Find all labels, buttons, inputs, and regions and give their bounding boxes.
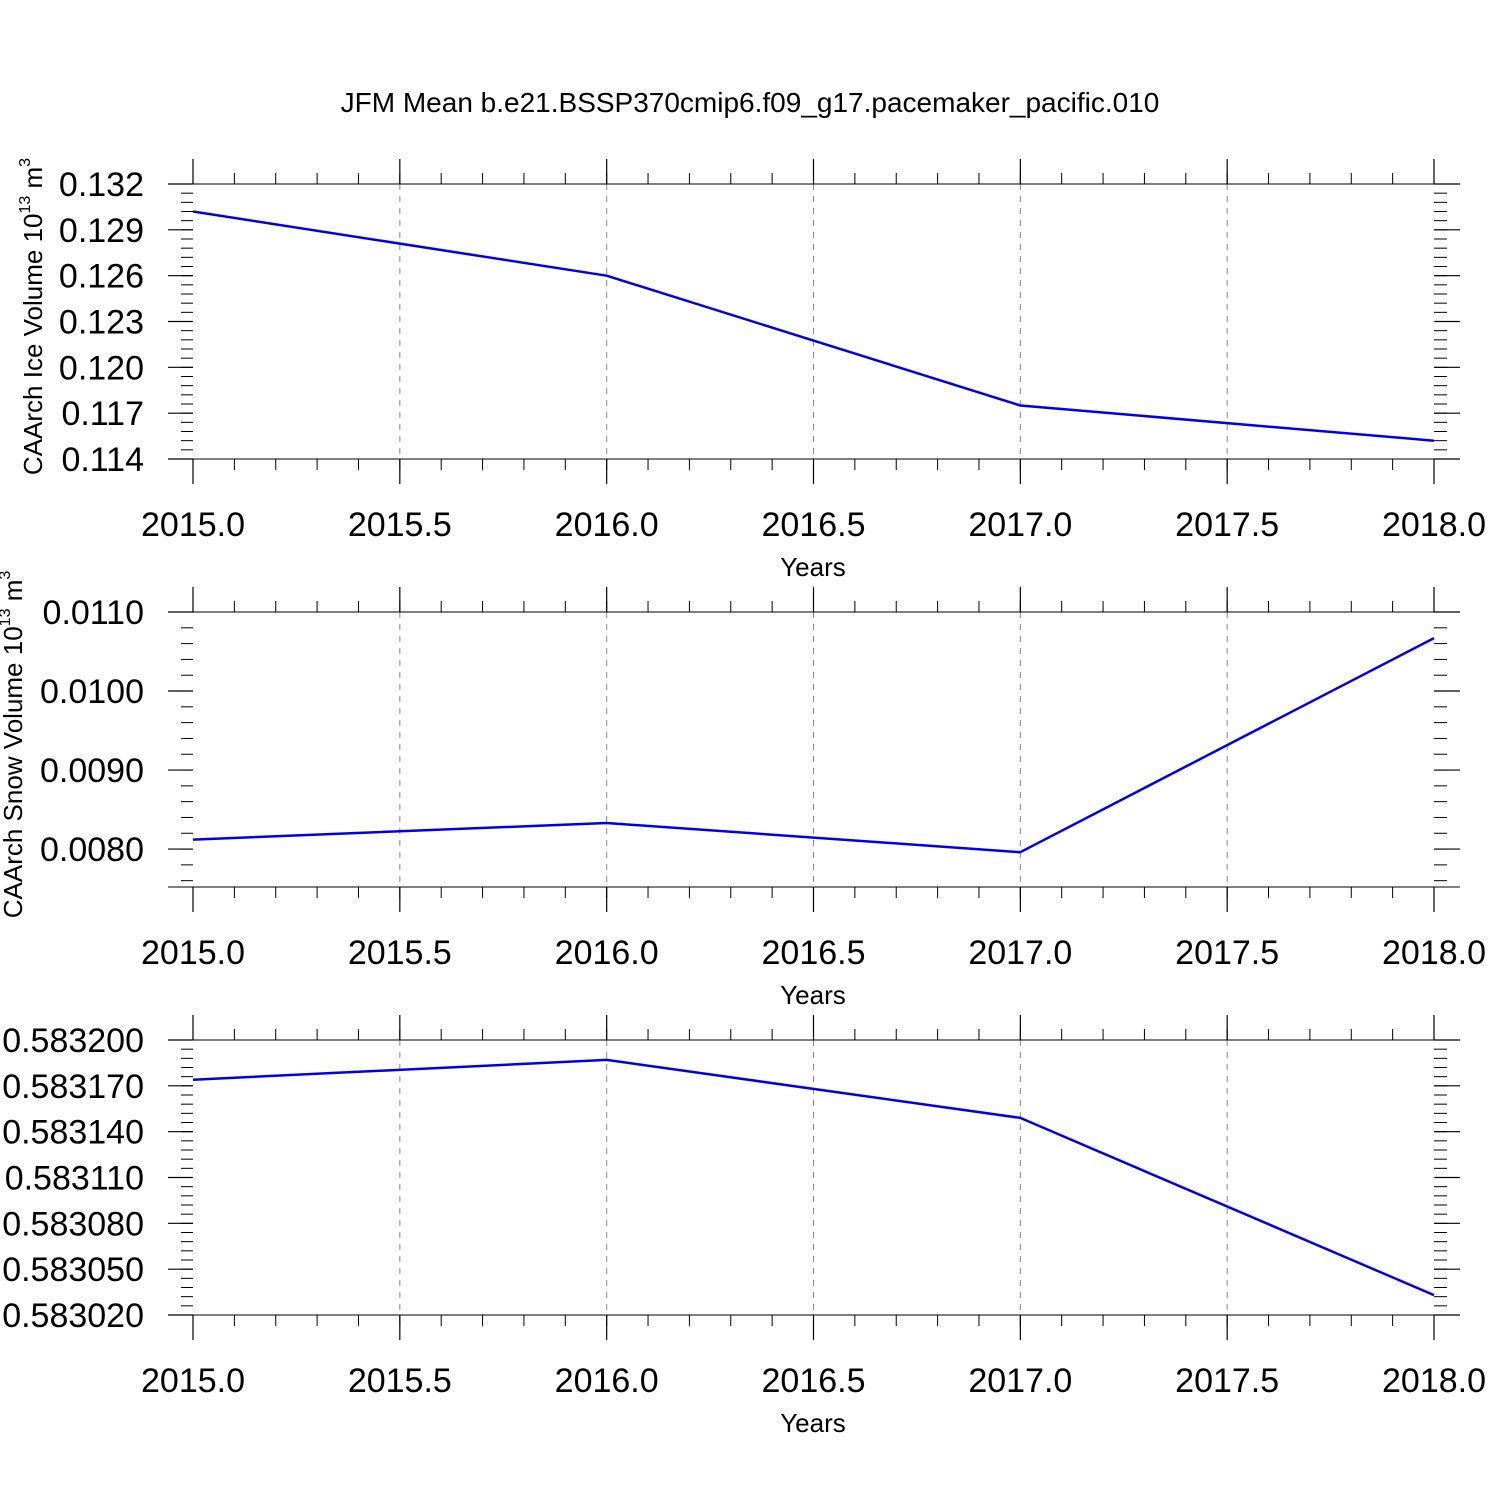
y-tick-label: 0.114 [61, 441, 144, 479]
series-line [192, 210, 1435, 442]
y-tick-label: 0.583080 [2, 1205, 144, 1243]
y-tick-label: 0.583140 [2, 1114, 144, 1152]
x-tick-label: 2016.0 [555, 1362, 659, 1400]
x-tick-label: 2017.0 [968, 506, 1072, 544]
y-axis-label: CAArch Snow Volume 1013 m3 [0, 571, 28, 919]
series-line [192, 1058, 1435, 1297]
x-tick-label: 2016.5 [762, 934, 866, 972]
y-tick-label: 0.583170 [2, 1068, 144, 1106]
x-tick-label: 2017.5 [1175, 506, 1279, 544]
y-tick-label: 0.126 [59, 258, 144, 296]
series-line [192, 636, 1435, 854]
x-tick-label: 2017.0 [968, 1362, 1072, 1400]
x-tick-label: 2017.5 [1175, 934, 1279, 972]
y-tick-label: 0.123 [59, 304, 144, 342]
panel-3: 2015.0 2015.5 2016.0 2016.5 2017.0 2017.5 2018… [2, 1015, 1486, 1438]
y-tick-label: 0.132 [59, 166, 144, 204]
x-tick-label: 2015.0 [141, 1362, 245, 1400]
x-tick-label: 2015.5 [348, 934, 452, 972]
y-axis-label: CAArch Ice Volume 1013 m3 [17, 158, 48, 475]
x-tick-label: 2016.0 [555, 934, 659, 972]
y-tick-label: 0.120 [59, 349, 144, 387]
x-axis-label: Years [780, 980, 846, 1010]
y-tick-label: 0.0090 [40, 752, 144, 790]
x-tick-label: 2016.5 [762, 506, 866, 544]
x-tick-label: 2016.5 [762, 1362, 866, 1400]
x-tick-label: 2018.0 [1382, 934, 1486, 972]
y-tick-label: 0.583020 [2, 1297, 144, 1335]
x-tick-label: 2018.0 [1382, 1362, 1486, 1400]
x-tick-label: 2015.0 [141, 506, 245, 544]
x-axis-label: Years [780, 552, 846, 582]
x-tick-label: 2017.0 [968, 934, 1072, 972]
x-tick-label: 2015.5 [348, 1362, 452, 1400]
chart-title: JFM Mean b.e21.BSSP370cmip6.f09_g17.pace… [341, 87, 1160, 118]
y-tick-label: 0.129 [59, 212, 144, 250]
y-tick-label: 0.0110 [43, 594, 144, 632]
y-tick-label: 0.583050 [2, 1251, 144, 1289]
y-tick-label: 0.117 [61, 395, 144, 433]
x-tick-label: 2015.5 [348, 506, 452, 544]
panel-1: 2015.0 2015.5 2016.0 2016.5 2017.0 2017.5 2018… [17, 158, 1486, 582]
y-tick-label: 0.0100 [40, 673, 144, 711]
y-tick-label: 0.583110 [5, 1160, 144, 1198]
y-tick-label: 0.583200 [2, 1022, 144, 1060]
panel-2: 2015.0 2015.5 2016.0 2016.5 2017.0 2017.5 2018… [0, 571, 1486, 1010]
y-tick-label: 0.0080 [40, 831, 144, 869]
x-tick-label: 2018.0 [1382, 506, 1486, 544]
x-tick-label: 2016.0 [555, 506, 659, 544]
x-axis-label: Years [780, 1408, 846, 1438]
x-tick-label: 2017.5 [1175, 1362, 1279, 1400]
plot-panels: 2015.0 2015.5 2016.0 2016.5 2017.0 2017.5 2018… [0, 158, 1486, 1438]
x-tick-label: 2015.0 [141, 934, 245, 972]
